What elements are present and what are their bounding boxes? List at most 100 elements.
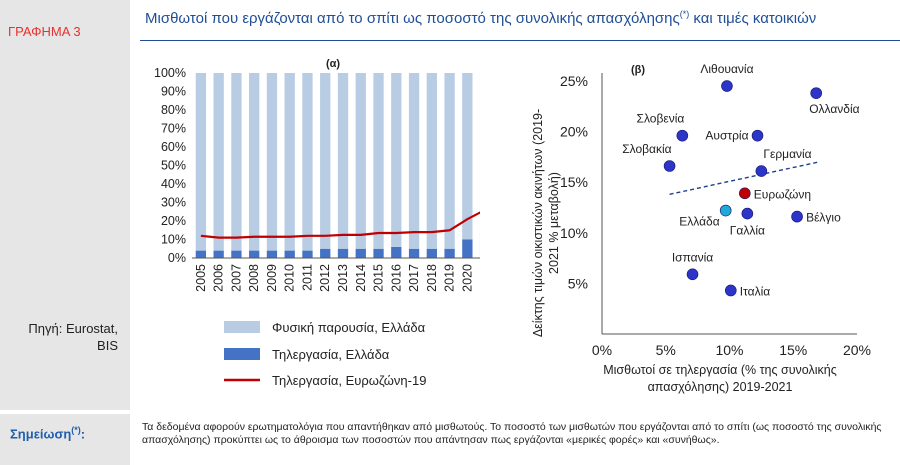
bar-telework-greece [337,248,349,258]
point-label: Σλοβακία [622,142,671,156]
bar-physical-greece [426,73,437,249]
scatter-point [741,207,754,220]
x-tick-label: 2005 [194,264,208,292]
x-tick-label: 2007 [229,264,243,292]
title-marker: (*) [679,9,690,19]
point-label: Ευρωζώνη [754,187,811,201]
bar-physical-greece [391,73,402,247]
point-label: Γαλλία [730,224,765,238]
x-axis-title-line-1: Μισθωτοί σε τηλεργασία (% της συνολικής [603,363,837,377]
page-title: Μισθωτοί που εργάζονται από το σπίτι ως … [145,9,816,27]
point-label: Ολλανδία [809,102,859,116]
y-tick-label: 60% [161,140,186,154]
bar-physical-greece [249,73,260,251]
y-tick-label: 70% [161,122,186,136]
x-tick-label: 2016 [389,264,403,292]
y-tick-label: 40% [161,177,186,191]
bar-telework-greece [302,250,313,258]
x-tick-label: 2014 [354,264,368,292]
bar-physical-greece [231,73,242,251]
bar-telework-greece [462,239,473,258]
y-tick-label: 20% [161,214,186,228]
scatter-point [663,160,676,172]
y-tick-label: 5% [568,275,588,291]
x-tick-label: 2018 [425,264,439,292]
bar-physical-greece [462,73,473,240]
x-tick-label: 2020 [460,264,474,292]
x-tick-label: 2021 [478,264,480,292]
legend-swatch-telework [224,348,260,360]
bar-telework-greece [195,250,207,258]
bar-telework-greece [320,248,331,258]
legend-label-physical: Φυσική παρουσία, Ελλάδα [272,320,426,335]
x-tick-label: 2006 [212,264,226,292]
bar-physical-greece [213,73,224,251]
x-tick-label: 20% [843,342,871,358]
bar-physical-greece [284,73,295,251]
bar-telework-greece [444,248,455,258]
point-label: Αυστρία [705,129,748,143]
x-tick-label: 2015 [372,264,386,292]
bar-telework-greece [408,248,420,258]
bar-telework-greece [266,250,278,258]
note-label-colon: : [80,426,86,442]
x-tick-label: 5% [656,342,676,358]
bar-physical-greece [337,73,349,249]
y-tick-label: 10% [560,225,588,241]
x-tick-label: 15% [779,342,807,358]
title-main: Μισθωτοί που εργάζονται από το σπίτι ως … [145,10,680,27]
x-tick-label: 2009 [265,264,279,292]
point-label: Σλοβενία [637,112,685,126]
panel-label-b: (β) [631,64,645,76]
y-tick-label: 100% [154,66,186,80]
x-tick-label: 2011 [300,264,314,291]
point-label: Ισπανία [672,250,713,264]
y-tick-label: 10% [161,233,186,247]
y-tick-label: 15% [560,174,588,190]
bar-chart-a: (α) 0% 10% 20% 30% 40% 50% 60% 70% 80% 90% 100% 2005… [154,58,480,388]
y-axis-title-line-1: Δείκτης τιμών οικιστικών ακινήτων (2019- [531,109,545,337]
x-tick-label: 2008 [247,264,261,292]
bar-physical-greece [302,73,313,251]
x-tick-label: 2013 [336,264,350,292]
note-label-marker: (*) [71,425,81,435]
x-tick-label: 10% [715,342,743,358]
point-label: Βέλγιο [806,211,841,225]
bar-telework-greece [231,250,242,258]
bar-telework-greece [355,248,366,258]
bar-physical-greece [320,73,331,249]
scatter-point [721,80,733,92]
x-axis-title-line-2: απασχόλησης) 2019-2021 [648,380,793,394]
note-sidebar-panel [0,414,130,465]
scatter-chart-b: (β) 5% 10% 15% 20% 25% 0% 5% 10% 15% 20% Μισθωτοί σ… [531,62,871,394]
scatter-point [739,187,751,200]
title-bar: Μισθωτοί που εργάζονται από το σπίτι ως … [140,6,900,41]
bar-telework-greece [373,248,384,258]
y-axis-title-line-2: 2021 % μεταβολή) [547,172,561,274]
y-tick-label: 30% [161,196,186,210]
scatter-point [791,210,803,223]
legend-label-telework: Τηλεργασία, Ελλάδα [272,347,390,362]
panel-label-a: (α) [326,58,340,70]
bar-telework-greece [213,250,224,258]
bar-physical-greece [408,73,420,249]
bar-telework-greece [426,248,437,258]
line-telework-eurozone [200,211,480,239]
scatter-point [686,268,699,281]
scatter-point [719,204,732,217]
bar-telework-greece [249,250,260,258]
bar-physical-greece [355,73,366,249]
note-label: Σημείωση(*): [10,425,85,441]
bar-physical-greece [444,73,455,249]
legend-swatch-physical [224,321,260,333]
scatter-point [676,129,689,142]
source-line-1: Πηγή: Eurostat, [28,321,118,336]
source-text: Πηγή: Eurostat, BIS [0,320,118,354]
note-text: Τα δεδομένα αφορούν ερωτηματολόγια που α… [142,421,882,446]
trendline [669,161,819,196]
title-suffix: και τιμές κατοικιών [689,10,817,27]
y-tick-label: 25% [560,73,588,89]
source-line-2: BIS [97,338,118,353]
y-tick-label: 50% [161,159,186,173]
bar-physical-greece [195,73,207,251]
